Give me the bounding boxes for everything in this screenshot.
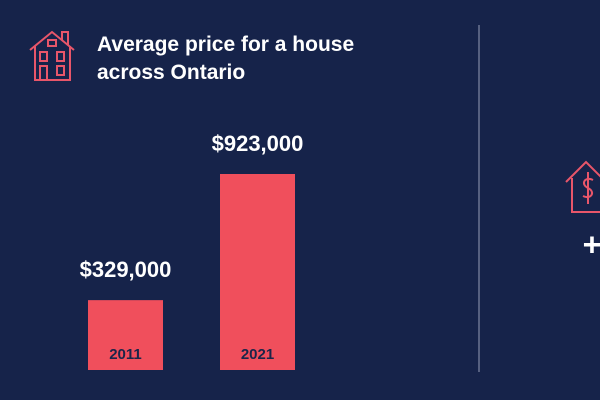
value-label: $923,000: [212, 131, 304, 156]
house-dollar-icon: [565, 160, 600, 213]
bar: [88, 300, 163, 370]
value-label: $329,000: [80, 257, 172, 282]
chart-title: Average price for a house across Ontario: [97, 33, 355, 84]
house-icon: [29, 30, 75, 81]
category-label: 2021: [241, 346, 274, 363]
category-label: 2011: [109, 346, 142, 363]
annotation: +: [583, 226, 600, 262]
bar: [220, 174, 295, 370]
